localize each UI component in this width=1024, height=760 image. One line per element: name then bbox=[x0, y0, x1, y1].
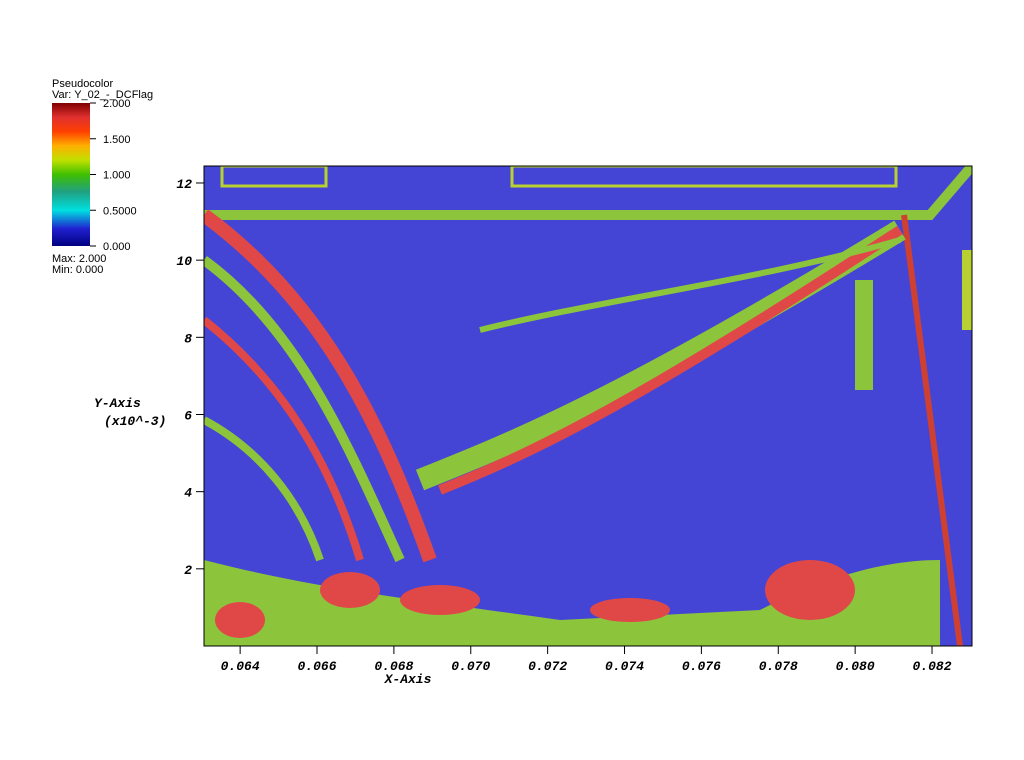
min-label: Min: 0.000 bbox=[52, 264, 103, 276]
x-tick-label: 0.066 bbox=[298, 659, 337, 674]
x-tick-label: 0.072 bbox=[528, 659, 567, 674]
y-axis-unit: (x10^-3) bbox=[104, 414, 166, 429]
y-tick-label: 6 bbox=[184, 408, 192, 423]
colorbar-tick-label: 1.500 bbox=[103, 134, 131, 146]
y-tick-label: 10 bbox=[176, 254, 192, 269]
x-tick-label: 0.064 bbox=[221, 659, 260, 674]
colorbar bbox=[52, 103, 90, 246]
x-tick-label: 0.082 bbox=[913, 659, 952, 674]
legend-title: Pseudocolor bbox=[52, 78, 113, 90]
x-tick-label: 0.068 bbox=[374, 659, 413, 674]
y-axis-title: Y-Axis bbox=[94, 396, 141, 411]
plot-frame bbox=[203, 165, 973, 647]
x-tick-label: 0.074 bbox=[605, 659, 644, 674]
x-tick-label: 0.070 bbox=[451, 659, 490, 674]
colorbar-tick-label: 1.000 bbox=[103, 170, 131, 182]
x-tick-label: 0.080 bbox=[836, 659, 875, 674]
colorbar-tick-label: 2.000 bbox=[103, 98, 131, 110]
colorbar-tick-label: 0.5000 bbox=[103, 205, 137, 217]
x-tick-label: 0.078 bbox=[759, 659, 798, 674]
y-tick-label: 12 bbox=[176, 177, 192, 192]
variable-label: Var: Y_02_-_DCFlag bbox=[52, 89, 153, 101]
max-label: Max: 2.000 bbox=[52, 253, 106, 265]
colorbar-tick-label: 0.000 bbox=[103, 241, 131, 253]
y-tick-label: 4 bbox=[184, 486, 192, 501]
x-axis-title: X-Axis bbox=[384, 672, 432, 687]
field bbox=[204, 166, 972, 646]
y-tick-label: 2 bbox=[184, 563, 192, 578]
x-tick-label: 0.076 bbox=[682, 659, 721, 674]
y-tick-label: 8 bbox=[184, 331, 192, 346]
